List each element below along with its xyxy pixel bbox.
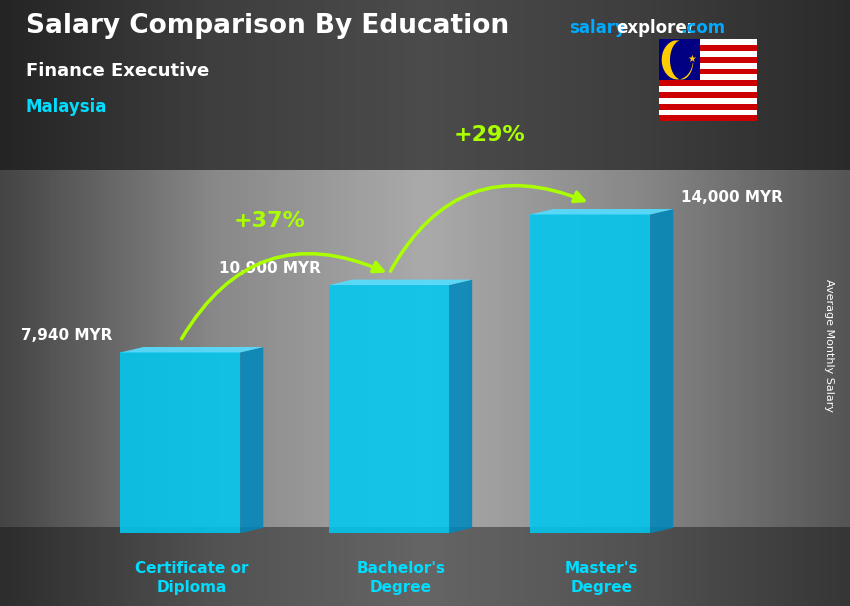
Bar — [530, 215, 650, 533]
FancyArrowPatch shape — [390, 185, 584, 271]
Bar — [659, 80, 756, 86]
Text: salary: salary — [570, 19, 626, 38]
Polygon shape — [650, 209, 673, 533]
Polygon shape — [329, 279, 473, 285]
FancyArrowPatch shape — [182, 254, 383, 339]
Text: +29%: +29% — [454, 125, 525, 145]
Polygon shape — [120, 347, 264, 353]
Text: 10,900 MYR: 10,900 MYR — [219, 261, 321, 276]
Text: +37%: +37% — [233, 211, 305, 231]
Bar — [659, 86, 756, 92]
Text: 7,940 MYR: 7,940 MYR — [21, 328, 112, 344]
Bar — [659, 110, 756, 115]
Bar — [659, 45, 756, 51]
Text: explorer: explorer — [616, 19, 695, 38]
Text: Salary Comparison By Education: Salary Comparison By Education — [26, 13, 508, 39]
Polygon shape — [0, 527, 850, 606]
Bar — [659, 68, 756, 75]
Bar — [659, 92, 756, 98]
Bar — [659, 98, 756, 104]
Polygon shape — [241, 347, 264, 533]
Text: Finance Executive: Finance Executive — [26, 62, 209, 80]
Bar — [329, 285, 449, 533]
Bar — [659, 51, 756, 57]
Text: Master's
Degree: Master's Degree — [565, 561, 638, 596]
Text: Bachelor's
Degree: Bachelor's Degree — [356, 561, 445, 596]
Bar — [659, 39, 756, 45]
Bar — [659, 57, 756, 63]
Polygon shape — [530, 209, 673, 215]
Text: .com: .com — [680, 19, 725, 38]
Text: 14,000 MYR: 14,000 MYR — [681, 190, 783, 205]
Polygon shape — [449, 279, 473, 533]
Text: Certificate or
Diploma: Certificate or Diploma — [135, 561, 248, 596]
Text: Average Monthly Salary: Average Monthly Salary — [824, 279, 834, 412]
Bar — [659, 63, 756, 68]
Bar — [120, 353, 241, 533]
Bar — [659, 104, 756, 110]
Bar — [659, 115, 756, 121]
Text: ★: ★ — [688, 54, 696, 64]
Bar — [659, 75, 756, 80]
Polygon shape — [661, 41, 694, 79]
Polygon shape — [0, 0, 850, 170]
Bar — [659, 39, 700, 80]
Text: Malaysia: Malaysia — [26, 98, 107, 116]
